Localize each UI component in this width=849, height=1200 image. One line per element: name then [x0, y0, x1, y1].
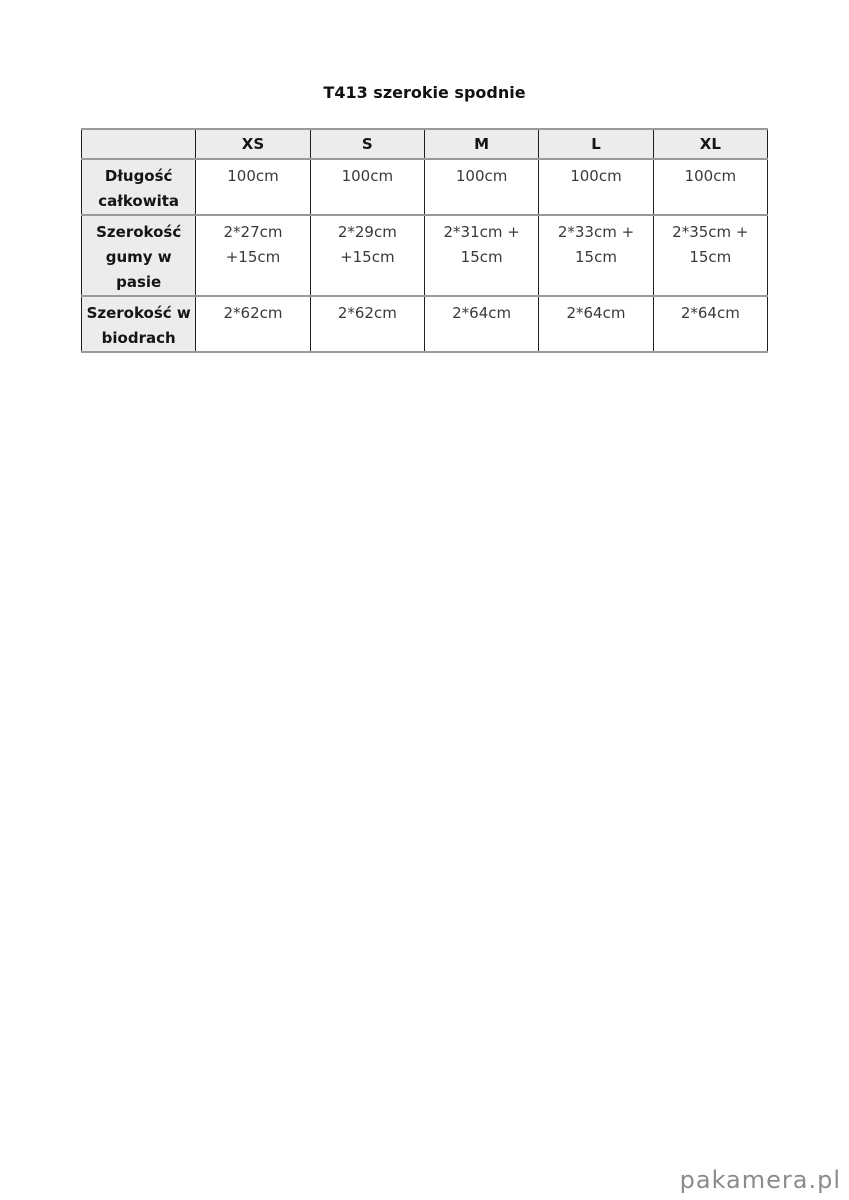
page-title: T413 szerokie spodnie	[323, 83, 526, 102]
column-header-l: L	[538, 128, 654, 160]
table-cell: 2*64cm	[538, 295, 654, 353]
table-cell: 2*64cm	[652, 295, 769, 353]
table-row-total-length: Długość całkowita 100cm 100cm 100cm 100c…	[80, 158, 769, 216]
table-cell: 2*62cm	[195, 295, 311, 353]
row-label-hip-width: Szerokość w biodrach	[80, 295, 197, 353]
column-header-m: M	[423, 128, 540, 160]
table-row-hip-width: Szerokość w biodrach 2*62cm 2*62cm 2*64c…	[80, 295, 769, 353]
corner-cell	[80, 128, 197, 160]
table-cell: 100cm	[652, 158, 769, 216]
table-cell: 2*31cm + 15cm	[423, 214, 540, 297]
watermark-logo: pakamera.pl	[679, 1166, 841, 1194]
table-cell: 100cm	[538, 158, 654, 216]
table-cell: 2*29cm +15cm	[309, 214, 425, 297]
table-cell: 2*35cm + 15cm	[652, 214, 769, 297]
table-header-row: XS S M L XL	[80, 128, 769, 160]
table-cell: 100cm	[309, 158, 425, 216]
table-cell: 2*27cm +15cm	[195, 214, 311, 297]
row-label-total-length: Długość całkowita	[80, 158, 197, 216]
row-label-waist-elastic-width: Szerokość gumy w pasie	[80, 214, 197, 297]
column-header-xs: XS	[195, 128, 311, 160]
table-cell: 2*33cm + 15cm	[538, 214, 654, 297]
column-header-xl: XL	[652, 128, 769, 160]
column-header-s: S	[309, 128, 425, 160]
table-cell: 100cm	[423, 158, 540, 216]
size-table: XS S M L XL Długość całkowita 100cm 100c…	[80, 128, 769, 353]
table-cell: 2*62cm	[309, 295, 425, 353]
table-cell: 2*64cm	[423, 295, 540, 353]
table-cell: 100cm	[195, 158, 311, 216]
table-row-waist-elastic-width: Szerokość gumy w pasie 2*27cm +15cm 2*29…	[80, 214, 769, 297]
